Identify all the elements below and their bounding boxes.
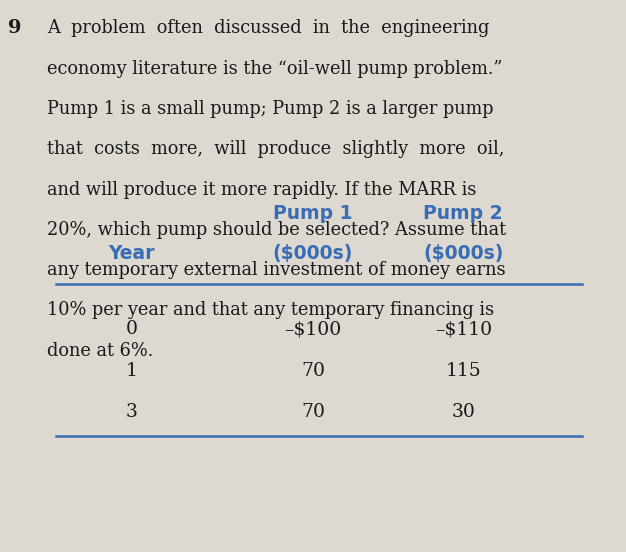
Text: economy literature is the “oil-well pump problem.”: economy literature is the “oil-well pump…	[47, 60, 503, 78]
Text: Pump 1 is a small pump; Pump 2 is a larger pump: Pump 1 is a small pump; Pump 2 is a larg…	[47, 100, 493, 118]
Text: 3: 3	[126, 403, 137, 421]
Text: that  costs  more,  will  produce  slightly  more  oil,: that costs more, will produce slightly m…	[47, 140, 505, 158]
Text: 0: 0	[125, 320, 138, 338]
Text: Year: Year	[108, 244, 155, 263]
Text: ($000s): ($000s)	[273, 244, 353, 263]
Text: 115: 115	[445, 362, 481, 380]
Text: 30: 30	[451, 403, 475, 421]
Text: 70: 70	[301, 362, 325, 380]
Text: ($000s): ($000s)	[423, 244, 503, 263]
Text: 20%, which pump should be selected? Assume that: 20%, which pump should be selected? Assu…	[47, 221, 506, 239]
Text: –$110: –$110	[434, 320, 492, 338]
Text: Pump 2: Pump 2	[423, 204, 503, 223]
Text: done at 6%.: done at 6%.	[47, 342, 153, 360]
Text: 10% per year and that any temporary financing is: 10% per year and that any temporary fina…	[47, 301, 494, 320]
Text: and will produce it more rapidly. If the MARR is: and will produce it more rapidly. If the…	[47, 181, 476, 199]
Text: A  problem  often  discussed  in  the  engineering: A problem often discussed in the enginee…	[47, 19, 490, 38]
Text: Pump 1: Pump 1	[274, 204, 352, 223]
Text: 9: 9	[8, 19, 21, 38]
Text: 1: 1	[126, 362, 137, 380]
Text: –$100: –$100	[284, 320, 342, 338]
Text: any temporary external investment of money earns: any temporary external investment of mon…	[47, 261, 506, 279]
Text: 70: 70	[301, 403, 325, 421]
